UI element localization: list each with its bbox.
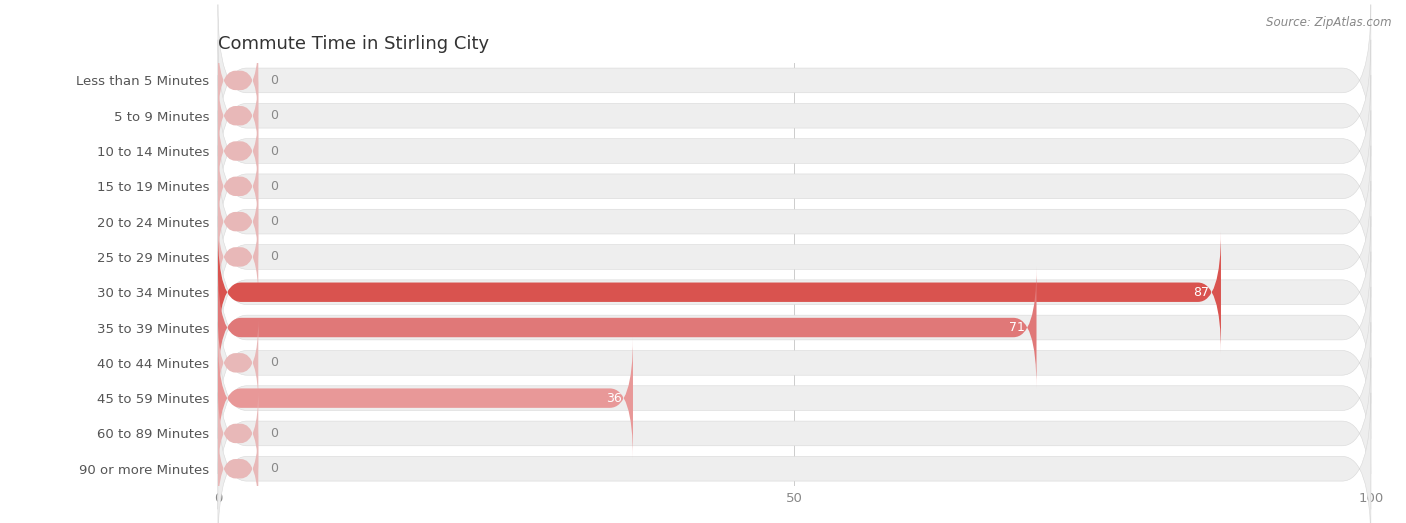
FancyBboxPatch shape [218,231,1220,353]
FancyBboxPatch shape [218,75,1371,227]
FancyBboxPatch shape [218,181,1371,333]
Text: 0: 0 [270,180,278,193]
FancyBboxPatch shape [218,320,259,406]
Text: 0: 0 [270,215,278,228]
FancyBboxPatch shape [218,426,259,512]
FancyBboxPatch shape [218,37,259,123]
FancyBboxPatch shape [218,393,1371,523]
Text: 0: 0 [270,462,278,475]
Text: 0: 0 [270,144,278,157]
Text: Source: ZipAtlas.com: Source: ZipAtlas.com [1267,16,1392,29]
FancyBboxPatch shape [218,108,259,194]
FancyBboxPatch shape [218,267,1036,389]
FancyBboxPatch shape [218,5,1371,156]
FancyBboxPatch shape [218,73,259,159]
FancyBboxPatch shape [218,146,1371,298]
FancyBboxPatch shape [218,252,1371,403]
FancyBboxPatch shape [218,337,633,459]
Text: 71: 71 [1010,321,1025,334]
FancyBboxPatch shape [218,143,259,230]
FancyBboxPatch shape [218,322,1371,474]
FancyBboxPatch shape [218,214,259,300]
FancyBboxPatch shape [218,358,1371,509]
Text: 0: 0 [270,427,278,440]
FancyBboxPatch shape [218,217,1371,368]
FancyBboxPatch shape [218,40,1371,191]
Text: 0: 0 [270,74,278,87]
FancyBboxPatch shape [218,287,1371,439]
FancyBboxPatch shape [218,178,259,265]
Text: 0: 0 [270,109,278,122]
FancyBboxPatch shape [218,110,1371,262]
Text: 0: 0 [270,251,278,264]
FancyBboxPatch shape [218,390,259,476]
Text: 0: 0 [270,356,278,369]
Text: 87: 87 [1194,286,1209,299]
Text: Commute Time in Stirling City: Commute Time in Stirling City [218,35,489,53]
Text: 36: 36 [606,392,621,405]
